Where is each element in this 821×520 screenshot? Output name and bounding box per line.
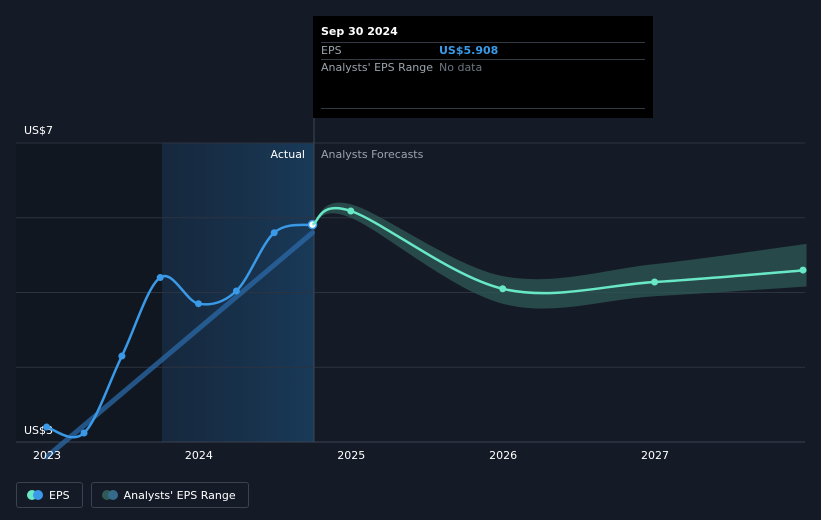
forecast-point (651, 278, 659, 286)
forecast-point (799, 266, 807, 274)
x-tick-label: 2024 (185, 449, 213, 462)
eps-legend-icon (27, 490, 43, 500)
forecast-series (311, 207, 807, 295)
legend: EPS Analysts' EPS Range (16, 482, 249, 508)
forecast-point (347, 207, 355, 215)
legend-range-label: Analysts' EPS Range (123, 488, 236, 502)
eps-point (43, 423, 51, 431)
range-legend-icon (101, 490, 118, 500)
eps-point (156, 274, 164, 282)
analysts-range-band (312, 202, 807, 309)
eps-series (43, 219, 318, 439)
forecast-label: Analysts Forecasts (321, 148, 424, 161)
tooltip: Sep 30 2024 EPS US$5.908 Analysts' EPS R… (313, 16, 653, 118)
x-axis-ticks: 2023 2024 2025 2026 2027 (33, 449, 669, 462)
eps-point (118, 352, 126, 360)
tooltip-range-value: No data (439, 61, 483, 74)
tooltip-eps-value: US$5.908 (439, 44, 499, 57)
legend-eps[interactable]: EPS (16, 482, 83, 508)
x-tick-label: 2026 (489, 449, 517, 462)
x-tick-label: 2023 (33, 449, 61, 462)
tooltip-eps-row: EPS US$5.908 (321, 42, 645, 59)
eps-point (194, 300, 202, 308)
y-tick-top: US$7 (24, 124, 53, 137)
eps-point (80, 429, 88, 437)
tooltip-eps-label: EPS (321, 44, 342, 57)
tooltip-range-row: Analysts' EPS Range No data (321, 59, 645, 76)
eps-line (46, 223, 313, 439)
tooltip-range-label: Analysts' EPS Range (321, 61, 434, 74)
tooltip-divider (321, 108, 645, 109)
eps-trend-line (44, 230, 316, 460)
x-tick-label: 2027 (641, 449, 669, 462)
tooltip-date: Sep 30 2024 (321, 25, 398, 38)
eps-point (270, 229, 278, 237)
x-tick-label: 2025 (337, 449, 365, 462)
forecast-point (499, 285, 507, 293)
legend-eps-label: EPS (49, 488, 70, 502)
eps-point (232, 287, 240, 295)
trend-line (44, 230, 316, 460)
legend-range[interactable]: Analysts' EPS Range (90, 482, 249, 508)
range-band-area (312, 202, 807, 309)
actual-label: Actual (271, 148, 305, 161)
